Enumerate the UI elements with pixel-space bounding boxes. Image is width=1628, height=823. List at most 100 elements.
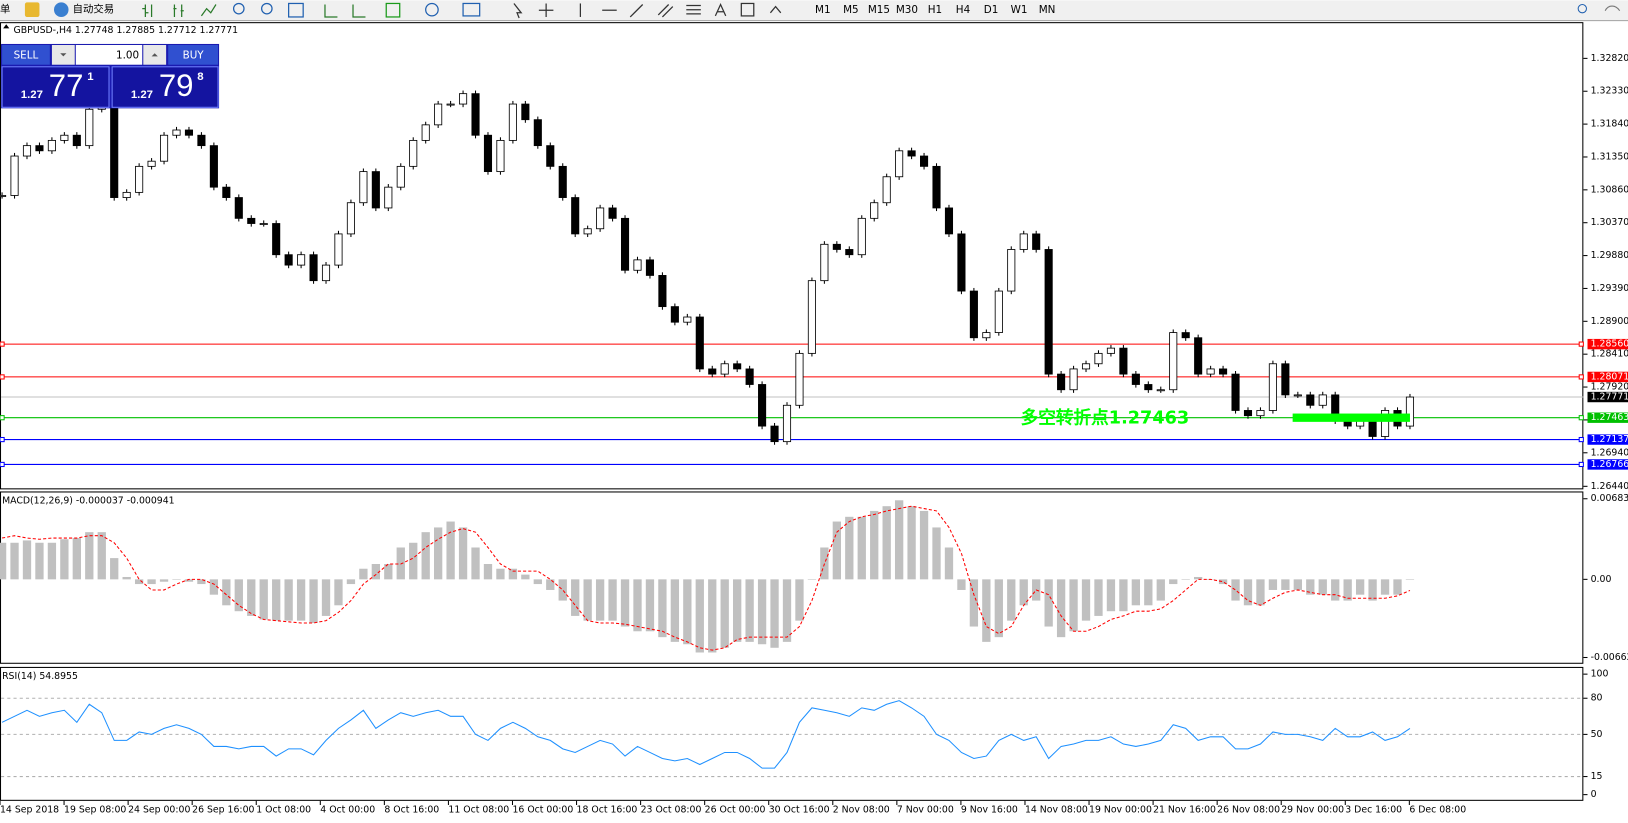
zone-bar <box>1292 413 1410 422</box>
timeframe-label: M1 <box>815 4 831 16</box>
macd-bar <box>483 564 493 580</box>
candle <box>297 254 306 266</box>
fibo-icon[interactable] <box>686 4 701 15</box>
macd-bar <box>845 516 854 580</box>
x-tick-label: 29 Nov 00:00 <box>1281 805 1344 816</box>
candle <box>895 150 904 178</box>
macd-bar <box>296 579 306 621</box>
candle <box>807 280 816 354</box>
buy-button[interactable] <box>168 44 219 65</box>
search-icon[interactable] <box>1577 3 1587 14</box>
sell-label: SELL <box>14 49 39 61</box>
x-tick-label: 14 Nov 08:00 <box>1025 805 1088 816</box>
macd-bar <box>720 579 729 648</box>
macd-bar <box>583 579 592 621</box>
toolbar <box>0 0 1628 21</box>
y-tick-label: 1.29880 <box>1591 250 1628 261</box>
candle <box>782 404 792 443</box>
macd-bar <box>309 579 318 623</box>
candle <box>1169 332 1178 391</box>
candle <box>421 124 430 141</box>
candle <box>35 145 44 152</box>
chat-icon[interactable] <box>1604 5 1621 12</box>
macd-bar <box>957 579 966 590</box>
y-tick-label: 0.006831 <box>1591 493 1628 504</box>
lot-input[interactable] <box>75 44 143 65</box>
candle <box>1069 368 1078 391</box>
candle <box>1119 347 1128 375</box>
line-icon[interactable] <box>200 4 217 17</box>
level-label: 1.28071 <box>1591 371 1628 382</box>
template-icon[interactable] <box>462 2 481 17</box>
candle <box>1219 368 1228 375</box>
period-icon[interactable] <box>425 2 439 17</box>
macd-bar <box>1306 579 1315 595</box>
candle <box>845 249 854 256</box>
candle <box>670 306 679 323</box>
macd-bar <box>1231 579 1240 601</box>
macd-bar <box>60 539 69 580</box>
header-arrow <box>3 24 10 29</box>
x-tick-label: 9 Nov 16:00 <box>961 805 1018 816</box>
buy-price-box[interactable] <box>111 66 219 108</box>
crosshair-icon[interactable] <box>538 3 554 17</box>
x-tick-label: 7 Nov 00:00 <box>897 805 954 816</box>
timeframe-label: H1 <box>928 4 942 16</box>
candle <box>496 139 505 173</box>
candle <box>110 103 119 198</box>
level-handle <box>0 436 5 443</box>
candle <box>1405 396 1415 427</box>
scroll-icon[interactable] <box>324 4 366 18</box>
macd-bar <box>47 542 57 580</box>
sell-price-box[interactable] <box>1 66 110 108</box>
timeframe-label: M15 <box>868 4 890 16</box>
y-tick-label: 1.31840 <box>1591 119 1628 130</box>
zoom-out-icon[interactable] <box>261 2 273 15</box>
level-handle <box>1578 374 1584 380</box>
menu-item[interactable]: 单 <box>0 4 10 16</box>
candle <box>135 165 144 193</box>
text-icon[interactable] <box>714 2 727 17</box>
macd-bar <box>708 579 717 653</box>
candle <box>1181 332 1190 339</box>
macd-bar <box>982 579 991 642</box>
x-tick-label: 3 Dec 16:00 <box>1345 805 1402 816</box>
auto-trade-button[interactable]: 自动交易 <box>73 3 115 16</box>
bar-chart-icon[interactable] <box>142 4 153 17</box>
arrows-icon[interactable] <box>769 5 782 14</box>
candle <box>334 233 343 266</box>
cursor-icon[interactable] <box>513 3 523 19</box>
level-label: 1.26766 <box>1591 459 1628 470</box>
macd-bar <box>409 542 418 580</box>
macd-bar <box>496 568 505 580</box>
macd-bar <box>259 579 268 620</box>
channel-icon[interactable] <box>657 4 674 18</box>
auto-trade-icon[interactable] <box>53 2 69 17</box>
sell-button[interactable] <box>2 44 50 65</box>
candle <box>1032 233 1041 250</box>
icon[interactable] <box>24 2 40 17</box>
candle <box>508 103 517 141</box>
level-handle <box>1578 461 1584 468</box>
macd-bar <box>334 579 343 606</box>
macd-bar <box>1156 579 1165 601</box>
macd-bar <box>1181 579 1190 580</box>
candle <box>272 223 281 256</box>
macd-bar <box>882 506 891 580</box>
sell-price-prefix: 1.27 <box>21 89 43 101</box>
x-tick-label: 1 Oct 08:00 <box>256 805 311 816</box>
rsi-line <box>1 700 1411 769</box>
y-tick-label: 1.32820 <box>1591 53 1628 64</box>
indicator-icon[interactable] <box>385 2 401 18</box>
tile-icon[interactable] <box>288 2 304 18</box>
trendline-icon[interactable] <box>629 4 644 18</box>
macd-bar <box>745 579 754 642</box>
candle <box>1256 410 1265 417</box>
zoom-in-icon[interactable] <box>232 2 245 15</box>
macd-bar <box>122 576 131 580</box>
candle-icon[interactable] <box>173 4 184 17</box>
x-tick-label: 19 Sep 08:00 <box>64 805 126 816</box>
buy-price-main: 79 <box>159 68 194 103</box>
label-icon[interactable] <box>740 2 755 17</box>
candle <box>907 150 916 157</box>
